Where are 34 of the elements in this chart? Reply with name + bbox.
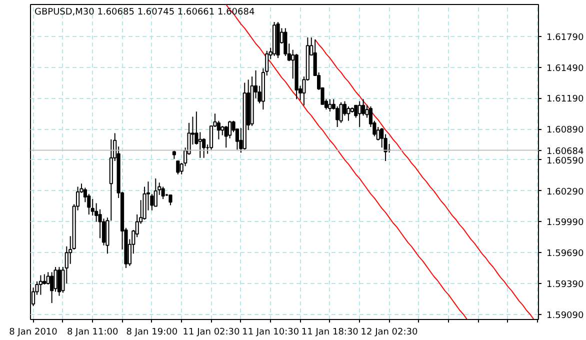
y-tick-label: 1.59090 [546, 310, 584, 321]
candlestick [224, 125, 228, 148]
y-tick-label: 1.61790 [546, 32, 584, 43]
line-series [314, 39, 534, 320]
x-tick-label: 8 Jan 2010 [9, 328, 58, 338]
y-tick-label: 1.60890 [546, 126, 584, 136]
x-tick-label: 12 Jan 02:30 [360, 328, 418, 338]
candlestick [220, 125, 224, 136]
y-tick-label: 1.59990 [546, 218, 584, 228]
candlestick [358, 100, 362, 128]
x-tick-label: 8 Jan 19:00 [126, 328, 178, 338]
candlestick [38, 274, 42, 296]
y-tick-label: 1.61190 [546, 94, 584, 105]
x-tick-label: 11 Jan 02:30 [182, 328, 240, 338]
y-tick-label: 1.61490 [546, 64, 584, 74]
candlestick [176, 160, 180, 175]
x-tick-label: 11 Jan 18:30 [301, 328, 359, 338]
candlestick [339, 102, 343, 124]
y-tick-label: 1.59690 [546, 249, 584, 260]
candlestick [362, 98, 366, 116]
candlestick [168, 194, 172, 206]
candlestick [57, 266, 62, 296]
x-tick-label: 8 Jan 11:00 [66, 328, 119, 338]
candlestick [42, 274, 46, 285]
candlestick [198, 132, 202, 158]
ref-line-label: 1.60684 [546, 146, 584, 157]
y-tick-label: 1.60590 [546, 156, 584, 166]
candlestick [346, 106, 350, 122]
candlestick [154, 178, 158, 207]
candlestick [161, 186, 165, 200]
candlestick [328, 98, 332, 112]
y-tick-label: 1.59390 [546, 280, 584, 290]
x-tick-label: 11 Jan 10:30 [242, 328, 300, 338]
y-tick-label: 1.60290 [546, 187, 584, 198]
